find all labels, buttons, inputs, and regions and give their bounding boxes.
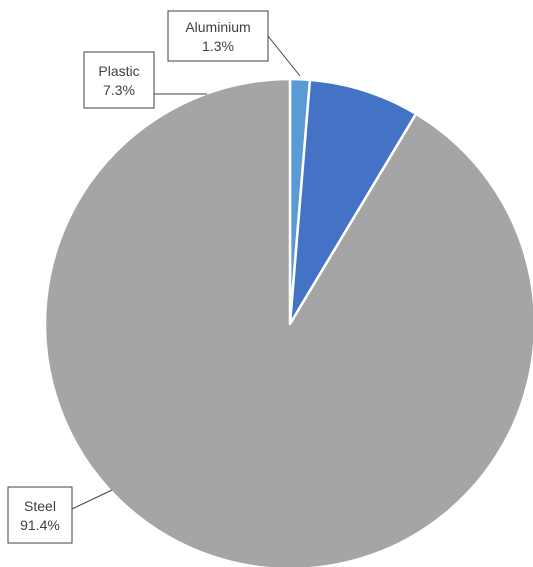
slice-value-label: 1.3% [202,38,234,54]
slice-value-label: 7.3% [103,82,135,98]
leader-line-aluminium [267,35,301,77]
slice-label: Aluminium [185,19,250,35]
pie-slices [43,77,533,567]
callout-box [167,10,269,62]
pie-slice-steel [43,77,533,567]
slice-value-label: 91.4% [20,517,60,533]
slice-label: Steel [24,498,56,514]
callout-box [7,486,73,544]
leader-line-steel [71,489,113,510]
data-label-steel: Steel 91.4% [7,486,73,544]
data-label-plastic: Plastic 7.3% [83,51,155,109]
leader-lines [71,35,301,510]
data-label-callouts: Aluminium 1.3% Plastic 7.3% Steel 91.4% [7,10,269,544]
data-label-aluminium: Aluminium 1.3% [167,10,269,62]
pie-slice-plastic [288,78,418,326]
callout-box [83,51,155,109]
slice-label: Plastic [98,63,139,79]
